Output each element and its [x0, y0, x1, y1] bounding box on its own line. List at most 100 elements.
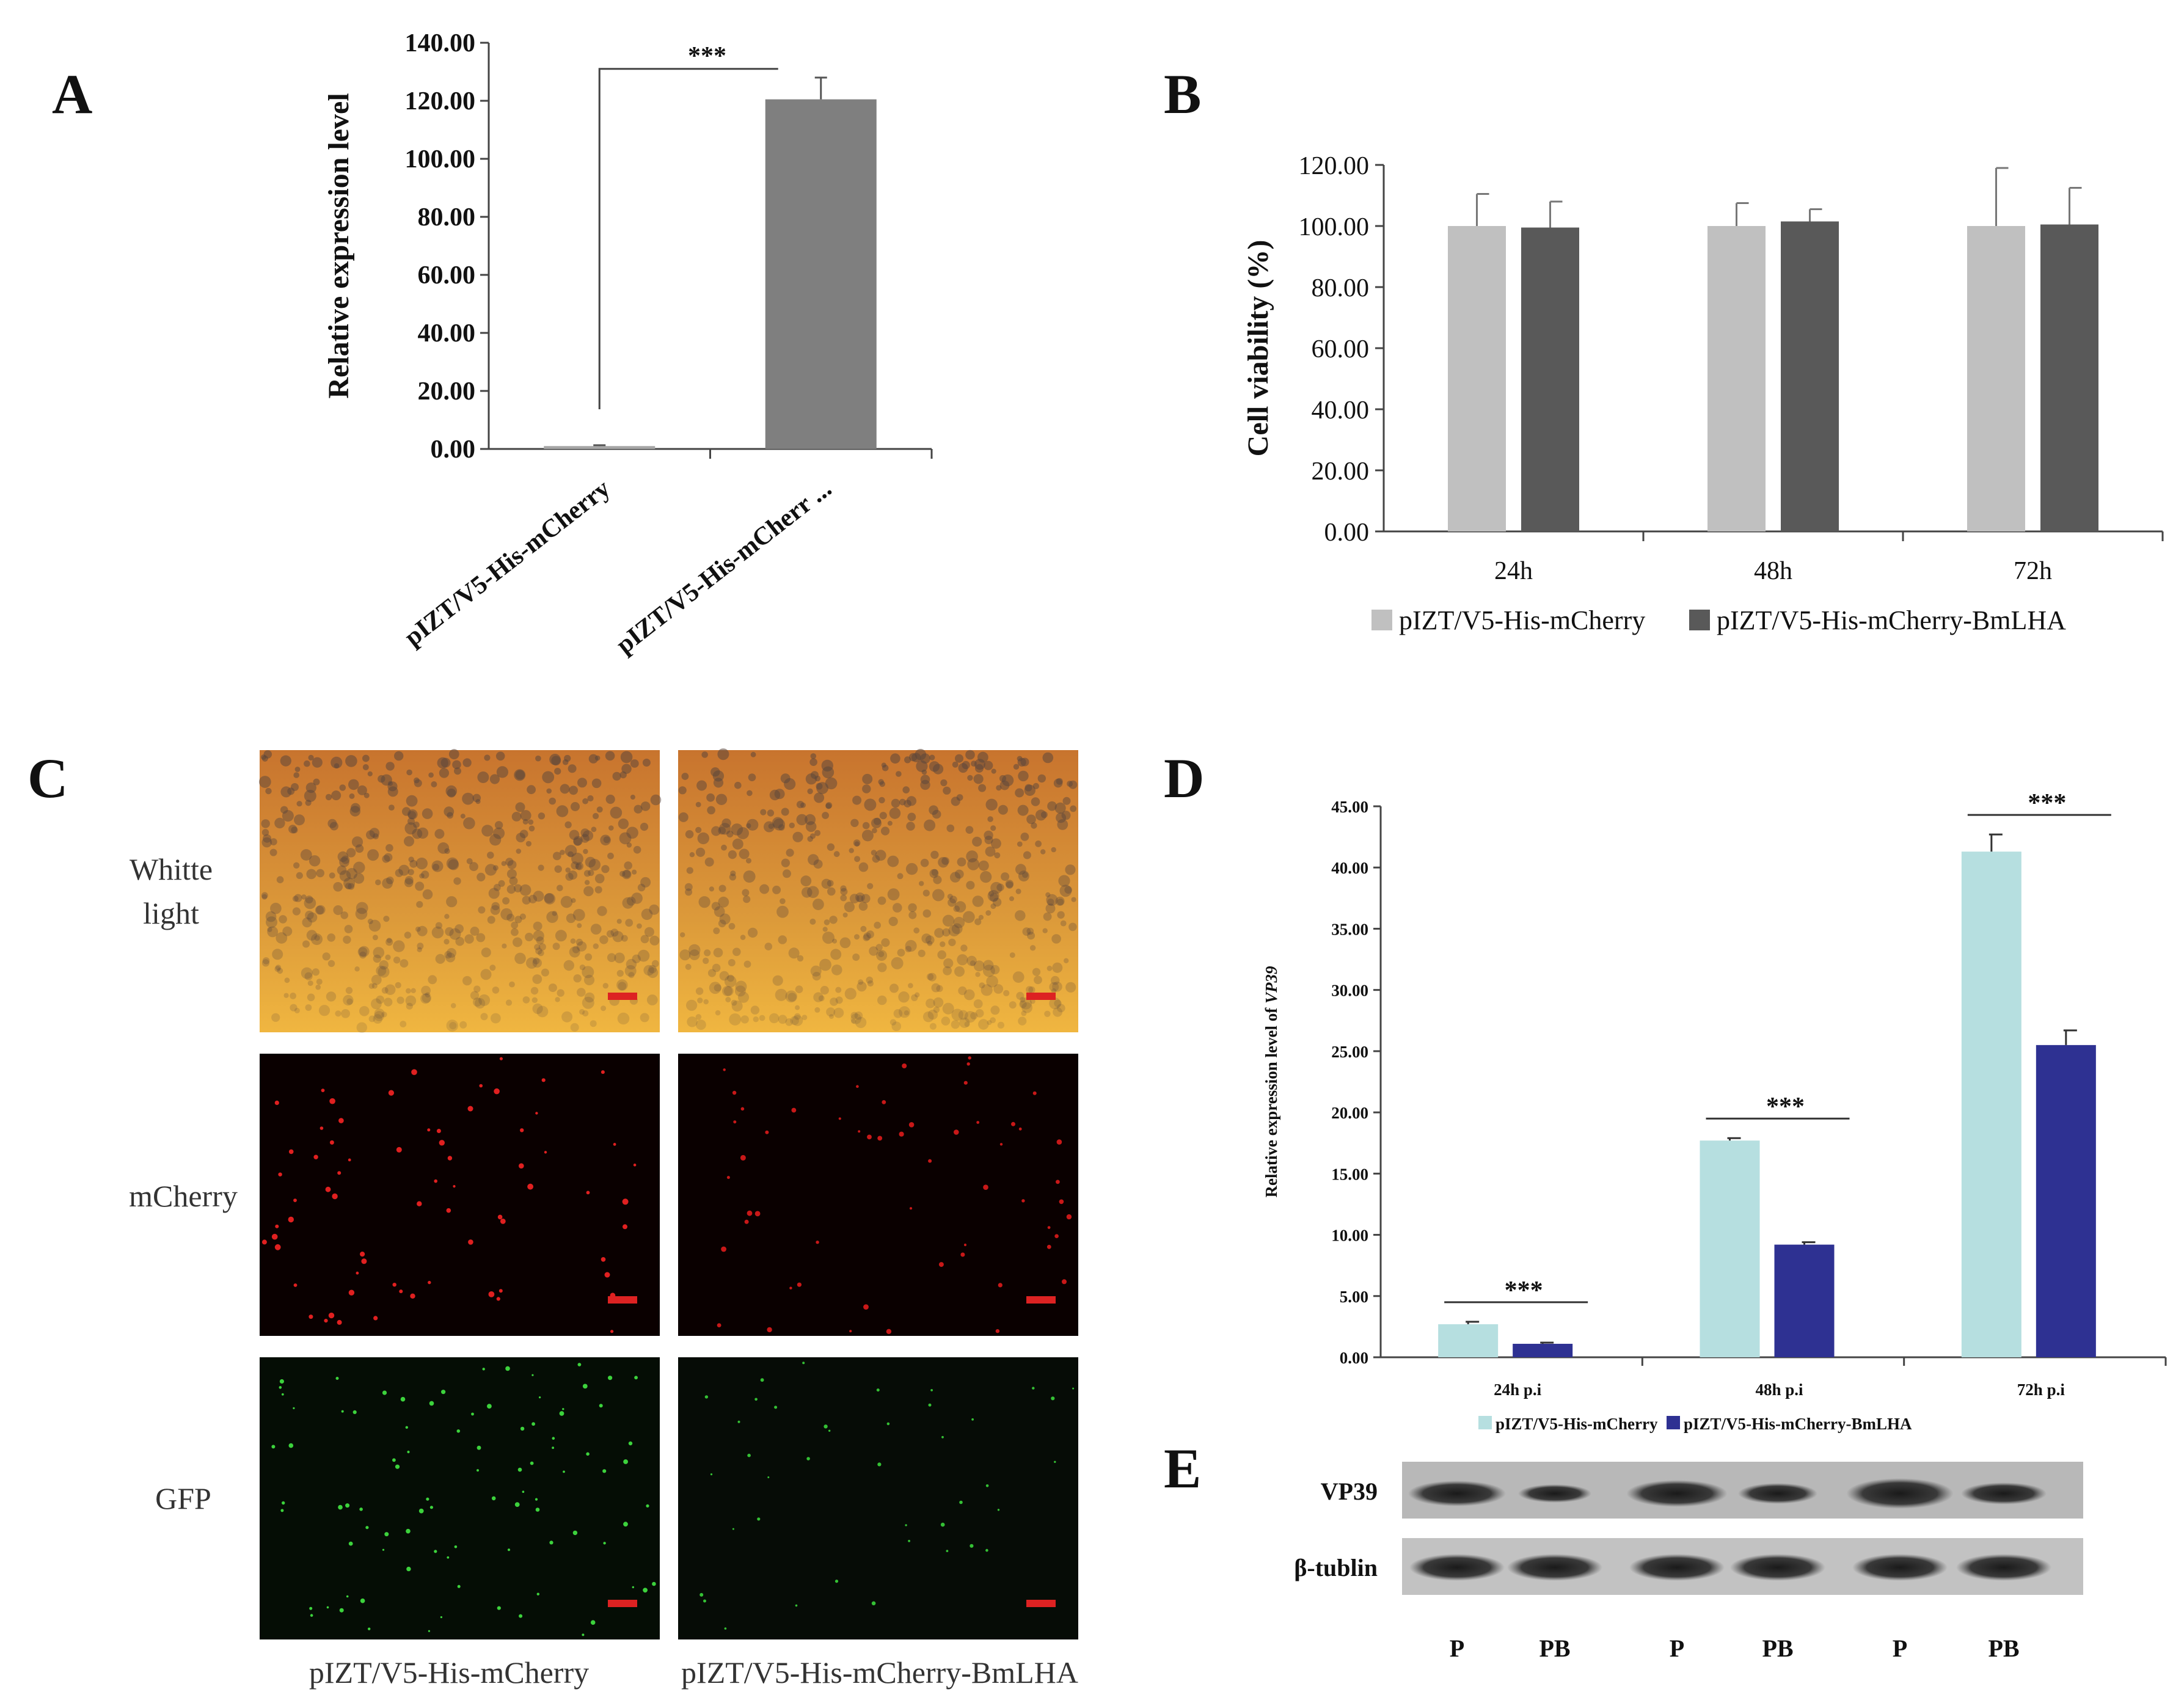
bar: [1448, 226, 1506, 531]
gfp-cells-control: [271, 1363, 656, 1636]
x-tick-label: 48h: [1754, 557, 1792, 585]
blot-band-vp39: [1738, 1483, 1817, 1504]
y-tick-label: 80.00: [418, 203, 476, 232]
legend-label: pIZT/V5-His-mCherry-BmLHA: [1717, 605, 2066, 635]
significance-marker: ***: [1505, 1277, 1543, 1305]
x-tick-label: 48h p.i: [1755, 1380, 1803, 1399]
bar: [1438, 1324, 1499, 1357]
legend-swatch: [1478, 1416, 1492, 1429]
image-white-light-control: [260, 750, 660, 1032]
bar: [1781, 221, 1839, 531]
bar: [1967, 226, 2025, 531]
bar: [2040, 224, 2098, 531]
scale-bar: [1026, 993, 1056, 1000]
y-tick-label: 40.00: [418, 319, 476, 348]
bar: [1707, 226, 1766, 531]
significance-bracket: [598, 68, 778, 409]
lane-label: PB: [1988, 1635, 2019, 1662]
lane-label: P: [1670, 1635, 1684, 1662]
legend-swatch: [1371, 610, 1392, 630]
lane-label: PB: [1539, 1635, 1570, 1662]
row-label-gfp: GFP: [155, 1481, 211, 1515]
legend-label: pIZT/V5-His-mCherry: [1399, 605, 1645, 635]
x-tick-label: pIZT/V5-His-mCherry: [400, 475, 616, 652]
bar: [765, 99, 877, 449]
y-tick-label: 30.00: [1331, 982, 1368, 1000]
significance-marker: ***: [1766, 1093, 1805, 1121]
legend-label: pIZT/V5-His-mCherry: [1496, 1415, 1658, 1433]
y-tick-label: 0.00: [431, 436, 476, 464]
y-axis-title: Relative expression level of VP39: [1262, 966, 1280, 1197]
mcherry-cells-bmlha: [717, 1056, 1072, 1334]
bar: [2036, 1045, 2096, 1357]
y-tick-label: 15.00: [1331, 1165, 1368, 1183]
y-tick-label: 20.00: [1312, 458, 1370, 486]
y-tick-label: 60.00: [1312, 335, 1370, 363]
y-tick-label: 140.00: [405, 29, 476, 57]
bar: [1513, 1343, 1573, 1357]
bar: [1774, 1244, 1835, 1357]
bar: [1961, 852, 2021, 1357]
y-tick-label: 20.00: [418, 377, 476, 406]
x-tick-label: 24h p.i: [1494, 1380, 1542, 1399]
blot-band-vp39: [1846, 1478, 1954, 1509]
y-tick-label: 40.00: [1312, 396, 1370, 425]
panel-letter-c: C: [27, 747, 68, 809]
bar: [544, 446, 656, 449]
significance-marker: ***: [2028, 789, 2066, 817]
blot-band-tubulin: [1507, 1554, 1602, 1581]
row-label-white-light-line1: Whitte: [130, 852, 213, 886]
scale-bar: [608, 1296, 637, 1304]
y-tick-label: 35.00: [1331, 920, 1368, 938]
lane-label: P: [1450, 1635, 1464, 1662]
image-gfp-bmlha: [678, 1357, 1078, 1639]
y-axis-title: Cell viability (%): [1242, 240, 1274, 457]
legend-label: pIZT/V5-His-mCherry-BmLHA: [1684, 1415, 1912, 1433]
bar: [1521, 227, 1579, 531]
column-label-control: pIZT/V5-His-mCherry: [309, 1655, 589, 1690]
y-tick-label: 100.00: [405, 145, 476, 173]
microscopy-panel: Whitte light mCherry GFP pIZT/V5-His-mCh…: [129, 748, 1078, 1690]
row-label-white-light-line2: light: [143, 896, 199, 930]
legend-swatch: [1667, 1416, 1680, 1429]
scale-bar: [608, 993, 637, 1000]
blot-band-vp39: [1961, 1482, 2047, 1504]
blot-band-tubulin: [1409, 1554, 1505, 1581]
y-tick-label: 60.00: [418, 261, 476, 290]
image-mcherry-bmlha: [678, 1054, 1078, 1336]
image-mcherry-control: [260, 1054, 660, 1336]
lane-label: P: [1893, 1635, 1907, 1662]
x-tick-label: 24h: [1494, 557, 1533, 585]
image-gfp-control: [260, 1357, 660, 1639]
y-tick-label: 40.00: [1331, 859, 1368, 877]
y-tick-label: 120.00: [405, 87, 476, 115]
column-label-bmlha: pIZT/V5-His-mCherry-BmLHA: [681, 1655, 1078, 1690]
x-tick-label: pIZT/V5-His-mCherr ...: [611, 475, 837, 660]
y-tick-label: 120.00: [1299, 152, 1370, 180]
y-tick-label: 100.00: [1299, 213, 1370, 241]
blot-band-tubulin: [1629, 1554, 1725, 1581]
lane-labels: P PB P PB P PB: [1450, 1635, 2020, 1662]
blot-band-tubulin: [1730, 1554, 1825, 1581]
panel-letter-d: D: [1164, 747, 1204, 809]
image-white-light-bmlha: [678, 750, 1078, 1032]
y-tick-label: 10.00: [1331, 1227, 1368, 1245]
scale-bar: [608, 1600, 637, 1607]
mcherry-cells-control: [261, 1057, 637, 1333]
blot-band-vp39: [1626, 1480, 1728, 1507]
y-tick-label: 20.00: [1331, 1104, 1368, 1122]
scale-bar: [1026, 1296, 1056, 1304]
blot-bands: [1408, 1478, 2051, 1581]
blot-row-label-vp39: VP39: [1321, 1478, 1378, 1505]
bar: [1700, 1140, 1760, 1357]
lane-label: PB: [1762, 1635, 1793, 1662]
x-tick-label: 72h p.i: [2017, 1380, 2065, 1399]
y-tick-label: 0.00: [1324, 519, 1370, 547]
chart-d: 0.00 5.00 10.00 15.00 20.00 25.00 30.00 35.00 40…: [1262, 789, 2167, 1433]
y-tick-label: 25.00: [1331, 1043, 1368, 1061]
row-label-mcherry: mCherry: [129, 1179, 238, 1213]
y-tick-label: 45.00: [1331, 798, 1368, 816]
chart-b: 0.00 20.00 40.00 60.00 80.00 100.00 120.00 24h 4…: [1242, 152, 2164, 635]
y-tick-label: 5.00: [1340, 1288, 1368, 1306]
gfp-cells-bmlha: [699, 1362, 1075, 1630]
